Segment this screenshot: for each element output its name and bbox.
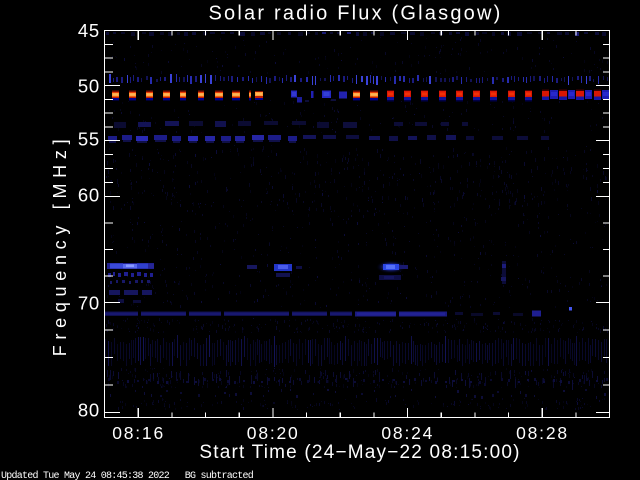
svg-text:08:16: 08:16	[112, 423, 165, 443]
svg-text:08:24: 08:24	[381, 423, 434, 443]
svg-text:80: 80	[78, 399, 100, 420]
svg-text:70: 70	[78, 292, 100, 313]
svg-text:45: 45	[78, 20, 100, 41]
svg-text:Start Time (24−May−22 08:15:00: Start Time (24−May−22 08:15:00)	[199, 442, 520, 463]
svg-text:08:20: 08:20	[247, 423, 300, 443]
svg-text:55: 55	[78, 128, 100, 149]
svg-text:Solar radio Flux (Glasgow): Solar radio Flux (Glasgow)	[209, 3, 503, 25]
svg-text:Frequency [MHz]: Frequency [MHz]	[50, 134, 70, 357]
svg-text:08:28: 08:28	[516, 423, 569, 443]
svg-text:50: 50	[78, 75, 100, 96]
svg-text:Updated Tue May 24 08:45:38 20: Updated Tue May 24 08:45:38 2022 BG subt…	[1, 470, 254, 480]
svg-text:60: 60	[78, 184, 100, 205]
